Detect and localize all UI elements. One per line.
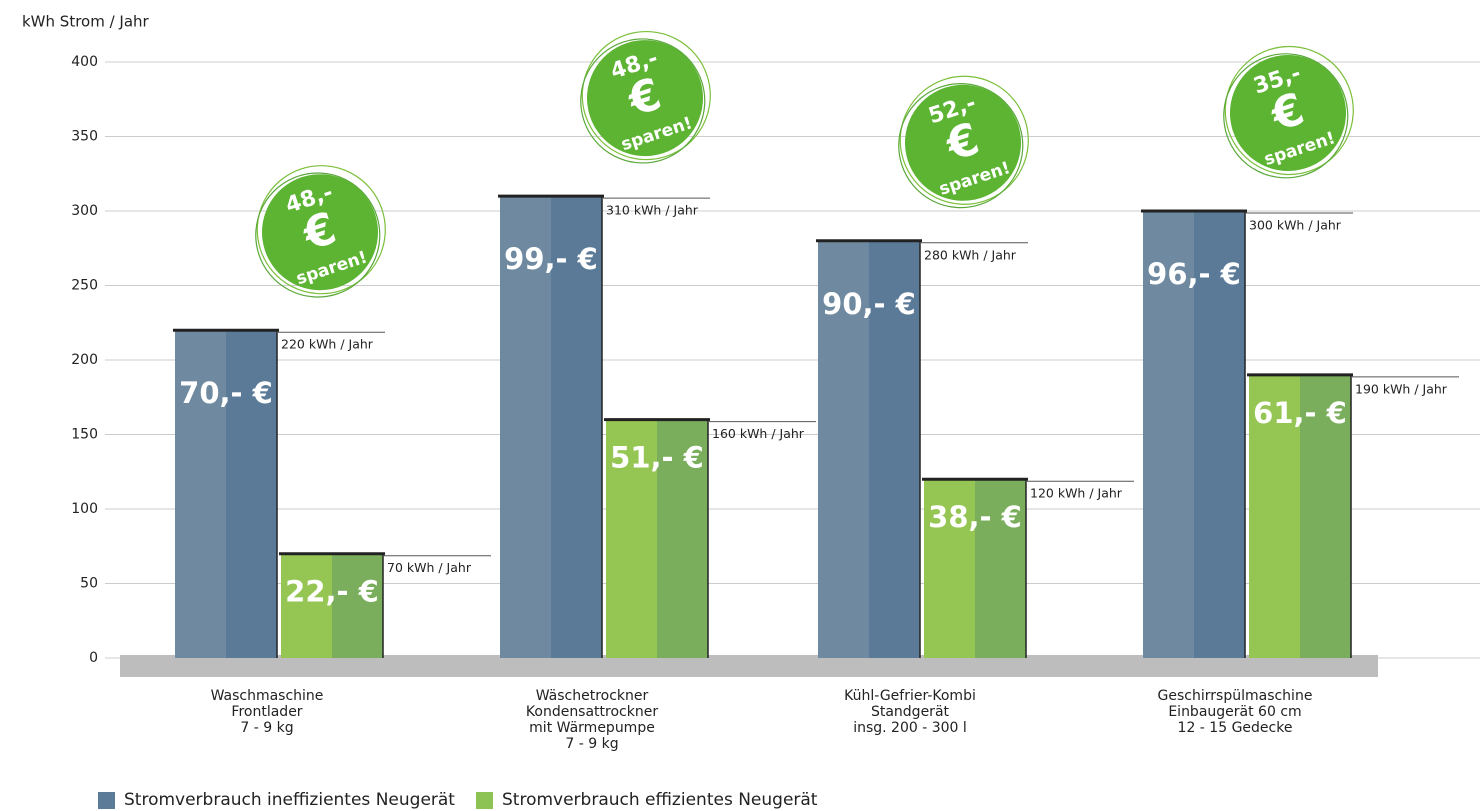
y-tick-label: 400 — [71, 54, 98, 70]
bar-right — [1194, 211, 1245, 658]
bar — [924, 479, 1026, 658]
badge-outline — [581, 30, 711, 161]
bar-left — [175, 330, 227, 658]
y-tick-label: 150 — [71, 427, 98, 443]
bar — [175, 330, 277, 658]
badge — [905, 84, 1021, 201]
bar — [1249, 374, 1351, 658]
y-tick-label: 100 — [71, 501, 98, 517]
badge-outline — [899, 75, 1029, 205]
bar — [606, 419, 708, 658]
cost-label: 90,- € — [822, 287, 916, 321]
value-label: 220 kWh / Jahr — [281, 337, 374, 352]
cost-label: 61,- € — [1253, 396, 1347, 430]
bar-right — [869, 240, 920, 659]
badge — [1230, 55, 1346, 171]
value-label: 190 kWh / Jahr — [1355, 381, 1448, 396]
y-tick-label: 350 — [71, 129, 98, 145]
legend-swatch — [476, 791, 493, 809]
badge-outline — [580, 38, 706, 164]
x-tick-label: Geschirrspülmaschine Einbaugerät 60 cm 1… — [1157, 688, 1313, 736]
bar-right — [1300, 374, 1351, 658]
cost-label: 70,- € — [179, 376, 273, 410]
savings-badge: 35,-€sparen! — [1223, 45, 1354, 179]
badge — [262, 174, 378, 291]
badge-outline — [255, 172, 381, 298]
bar-right — [332, 553, 383, 658]
bar-left — [606, 419, 658, 658]
legend-label: Stromverbrauch ineffizientes Neugerät — [124, 790, 455, 810]
cost-label: 51,- € — [610, 441, 704, 475]
bar — [818, 240, 920, 659]
legend-label: Stromverbrauch effizientes Neugerät — [502, 790, 818, 810]
x-tick-label: Wäschetrockner Kondensattrockner mit Wär… — [525, 688, 659, 752]
bar — [1143, 211, 1245, 658]
badge-outline — [898, 83, 1024, 209]
y-tick-label: 250 — [71, 278, 98, 294]
baseline-band — [120, 655, 1378, 677]
x-tick-label: Waschmaschine Frontlader 7 - 9 kg — [210, 688, 324, 736]
bar-left — [924, 479, 976, 658]
value-label: 300 kWh / Jahr — [1249, 218, 1342, 233]
x-tick-label: Kühl-Gefrier-Kombi Standgerät insg. 200 … — [844, 688, 976, 736]
cost-label: 38,- € — [928, 500, 1022, 534]
y-tick-label: 200 — [71, 352, 98, 368]
bar-left — [500, 196, 552, 658]
bar-left — [818, 240, 870, 659]
bar-left — [281, 553, 333, 658]
bar-right — [975, 479, 1026, 658]
badge-outline — [1223, 53, 1349, 179]
y-tick-label: 50 — [80, 576, 98, 592]
legend-swatch — [98, 791, 115, 809]
cost-label: 99,- € — [504, 242, 598, 276]
bar-left — [1143, 211, 1195, 658]
y-tick-label: 300 — [71, 203, 98, 219]
value-label: 120 kWh / Jahr — [1030, 486, 1123, 501]
cost-label: 22,- € — [285, 575, 379, 609]
bar-left — [1249, 374, 1301, 658]
value-label: 280 kWh / Jahr — [924, 247, 1017, 262]
value-label: 160 kWh / Jahr — [712, 426, 805, 441]
bar-right — [226, 330, 277, 658]
bar-right — [657, 419, 708, 658]
bar-right — [551, 196, 602, 658]
legend-item: Stromverbrauch effizientes Neugerät — [476, 790, 817, 810]
bar — [281, 553, 383, 658]
bar — [500, 196, 602, 658]
y-axis-label: kWh Strom / Jahr — [22, 13, 150, 31]
legend-item: Stromverbrauch ineffizientes Neugerät — [98, 790, 455, 810]
value-label: 310 kWh / Jahr — [606, 203, 699, 218]
cost-label: 96,- € — [1147, 257, 1241, 291]
badge-outline — [1224, 45, 1354, 176]
savings-badge: 48,-€sparen! — [255, 165, 386, 298]
badge-outline — [256, 165, 386, 295]
badge — [587, 40, 703, 157]
y-tick-label: 0 — [89, 650, 98, 666]
value-label: 70 kWh / Jahr — [387, 560, 472, 575]
savings-badge: 52,-€sparen! — [898, 75, 1029, 209]
savings-badge: 48,-€sparen! — [580, 30, 711, 164]
